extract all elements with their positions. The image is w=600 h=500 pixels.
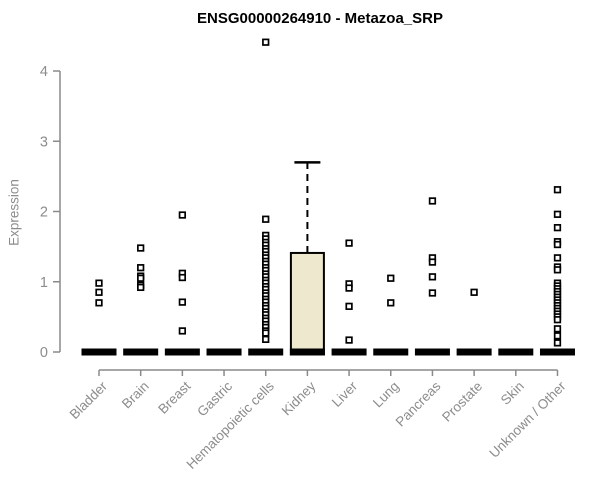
- outlier-point: [553, 316, 562, 324]
- outlier-point: [262, 215, 270, 223]
- x-category-label: Prostate: [439, 379, 485, 425]
- median-bar: [373, 348, 409, 356]
- boxes: [81, 161, 575, 356]
- outlier-point: [178, 211, 187, 219]
- outlier-point: [262, 335, 270, 344]
- x-category-label: Lung: [370, 379, 402, 411]
- outlier-point: [262, 329, 270, 337]
- outlier-point: [553, 210, 562, 218]
- outlier-point: [470, 288, 478, 296]
- outlier-point: [428, 289, 437, 297]
- outlier-point: [137, 264, 145, 272]
- outlier-point: [553, 325, 562, 333]
- y-tick-label: 1: [40, 275, 48, 291]
- outlier-point: [345, 284, 353, 292]
- x-category-label: Bladder: [67, 378, 111, 422]
- y-tick-label: 4: [40, 64, 48, 80]
- outlier-point: [345, 239, 353, 247]
- outlier-point: [428, 258, 437, 266]
- outlier-point: [345, 302, 353, 310]
- outlier-point: [553, 186, 562, 194]
- median-bar: [539, 348, 575, 356]
- outlier-point: [262, 38, 270, 46]
- median-bar: [498, 348, 534, 356]
- outlier-point: [387, 274, 395, 282]
- x-category-label: Breast: [155, 378, 193, 416]
- outlier-points: [95, 38, 562, 347]
- outlier-point: [553, 266, 562, 274]
- median-bar: [81, 348, 117, 356]
- outlier-point: [553, 254, 562, 262]
- x-category-label: Unknown / Other: [486, 378, 569, 461]
- outlier-point: [95, 288, 103, 296]
- median-bar: [164, 348, 200, 356]
- median-bar: [123, 348, 159, 356]
- outlier-point: [178, 273, 187, 282]
- outlier-point: [553, 339, 562, 347]
- y-tick-label: 0: [40, 345, 48, 361]
- median-bar: [331, 348, 367, 356]
- median-bar: [248, 348, 284, 356]
- x-category-label: Gastric: [194, 378, 235, 419]
- outlier-point: [553, 240, 562, 249]
- outlier-point: [178, 298, 187, 306]
- outlier-point: [387, 299, 395, 307]
- x-category-label: Brain: [119, 379, 152, 412]
- outlier-point: [137, 274, 145, 282]
- median-bar: [456, 348, 492, 356]
- outlier-point: [137, 244, 145, 252]
- outlier-point: [95, 299, 103, 307]
- outlier-point: [137, 283, 145, 292]
- x-category-label: Kidney: [279, 378, 319, 418]
- outlier-point: [553, 332, 562, 340]
- box-iqr: [289, 251, 325, 356]
- chart-title: ENSG00000264910 - Metazoa_SRP: [197, 10, 443, 27]
- median-bar: [289, 348, 325, 356]
- outlier-point: [428, 273, 437, 281]
- x-category-label: Skin: [498, 379, 527, 408]
- outlier-point: [345, 336, 353, 344]
- axes: [53, 70, 559, 376]
- outlier-point: [178, 327, 187, 335]
- median-bar: [414, 348, 450, 356]
- x-category-label: Pancreas: [393, 378, 444, 429]
- outlier-point: [553, 224, 562, 232]
- y-tick-label: 3: [40, 134, 48, 150]
- outlier-point: [428, 197, 437, 205]
- x-category-label: Liver: [329, 378, 361, 410]
- y-tick-label: 2: [40, 205, 48, 221]
- median-bar: [206, 348, 242, 356]
- outlier-point: [95, 279, 103, 287]
